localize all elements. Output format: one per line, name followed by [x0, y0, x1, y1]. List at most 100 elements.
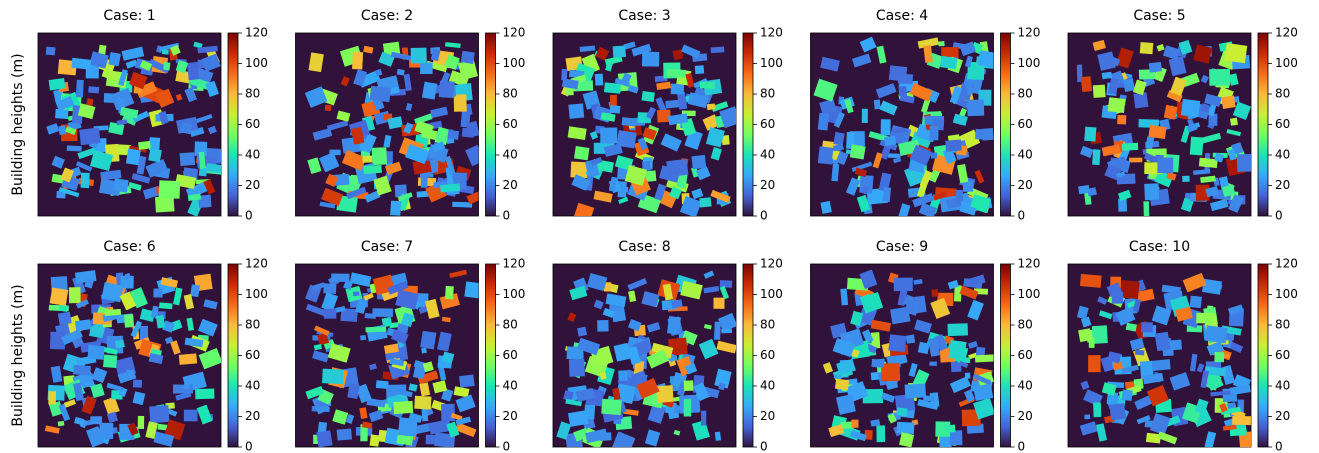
building	[108, 121, 125, 136]
building	[1157, 431, 1178, 445]
building	[331, 273, 350, 283]
building	[831, 163, 840, 182]
building	[1222, 424, 1237, 431]
building	[917, 37, 939, 49]
building	[350, 174, 359, 185]
colorbar	[742, 263, 754, 448]
building	[930, 297, 951, 320]
building	[361, 421, 373, 429]
building	[973, 383, 994, 401]
building	[1107, 351, 1122, 364]
building	[721, 135, 730, 146]
colorbar-tick-label: 40	[245, 379, 260, 393]
building	[713, 297, 725, 309]
colorbar-tick-label: 120	[1275, 257, 1298, 271]
building	[919, 170, 933, 188]
building	[1170, 76, 1187, 97]
building	[104, 308, 122, 316]
building	[703, 285, 720, 294]
building	[1080, 76, 1093, 93]
building	[1195, 184, 1210, 201]
building	[1204, 431, 1217, 447]
building	[319, 201, 336, 209]
colorbar-tick-label: 120	[1018, 26, 1041, 40]
building	[445, 155, 456, 175]
building	[1214, 152, 1225, 163]
building	[155, 88, 175, 108]
building	[1098, 310, 1113, 320]
building	[184, 337, 204, 348]
building	[1193, 44, 1213, 64]
building	[203, 178, 216, 195]
building	[647, 403, 667, 424]
building	[189, 127, 205, 137]
building	[714, 368, 732, 389]
building	[445, 285, 454, 300]
building	[125, 59, 138, 69]
building	[876, 425, 886, 443]
building	[421, 128, 438, 141]
building	[817, 112, 830, 131]
building	[383, 134, 392, 148]
building	[646, 322, 661, 333]
colorbar-tick-label: 20	[245, 178, 260, 192]
building	[384, 161, 402, 175]
building	[48, 401, 64, 417]
building	[457, 59, 479, 81]
building	[567, 126, 587, 141]
building	[958, 360, 969, 368]
building	[159, 302, 173, 310]
building	[1205, 186, 1220, 198]
building	[305, 386, 324, 400]
building	[1145, 136, 1155, 150]
building	[455, 394, 476, 413]
building	[73, 364, 91, 376]
building	[175, 93, 183, 101]
building	[378, 51, 395, 67]
building	[395, 289, 419, 310]
colorbar-tick-label: 60	[245, 117, 260, 131]
building	[579, 45, 596, 52]
building	[336, 110, 351, 122]
building	[832, 143, 845, 152]
building	[312, 350, 330, 363]
building	[77, 147, 97, 160]
building	[893, 157, 902, 164]
building	[369, 434, 380, 447]
building	[419, 382, 431, 397]
building	[1079, 421, 1098, 436]
building	[660, 133, 682, 152]
building	[179, 152, 196, 166]
building	[959, 204, 977, 216]
building	[1121, 142, 1139, 151]
building	[1204, 93, 1222, 107]
building	[586, 273, 608, 292]
building	[441, 403, 455, 422]
building	[669, 186, 682, 200]
building	[396, 323, 409, 334]
building	[148, 352, 164, 365]
building	[1227, 304, 1244, 316]
building	[113, 178, 129, 193]
building	[132, 391, 146, 406]
building	[668, 337, 688, 356]
building	[913, 278, 923, 285]
building	[51, 155, 65, 169]
building	[408, 383, 418, 392]
building	[896, 407, 908, 417]
building	[1200, 103, 1210, 113]
building	[616, 130, 637, 149]
building	[873, 99, 881, 110]
building	[1129, 157, 1143, 163]
building	[603, 82, 622, 94]
building	[706, 103, 716, 111]
building	[828, 424, 845, 438]
building	[428, 419, 452, 435]
building	[878, 172, 892, 192]
building	[158, 180, 181, 199]
building	[84, 278, 94, 289]
building	[88, 86, 100, 94]
building	[366, 398, 386, 408]
building	[657, 109, 671, 123]
